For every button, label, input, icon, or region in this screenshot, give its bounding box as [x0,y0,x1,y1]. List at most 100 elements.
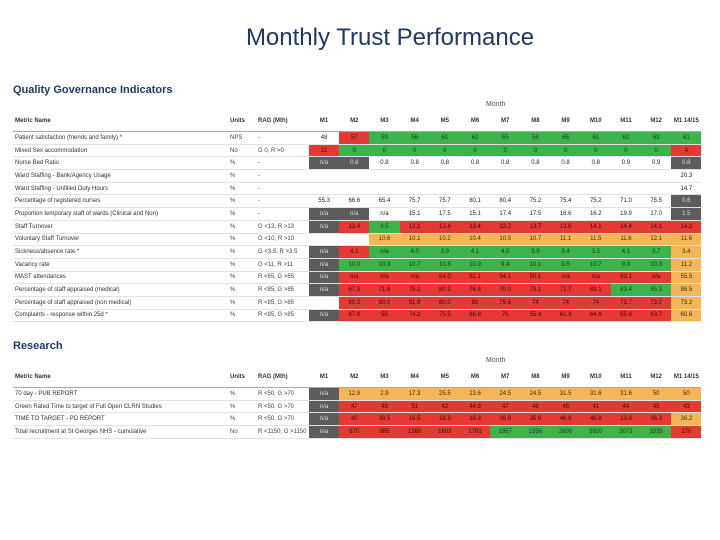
value-cell: 2.9 [369,387,400,401]
table-row: Patient satisfaction (friends and family… [13,131,702,145]
value-cell: 44.8 [459,400,491,414]
value-cell: 14.2 [671,220,702,234]
rag-threshold-cell: G <13, R >13 [256,220,309,234]
value-cell: 0.6 [671,194,702,209]
value-cell: 45 [641,400,672,414]
value-cell: 50.1 [520,271,551,285]
value-cell [459,169,491,183]
value-cell [339,233,370,247]
value-cell: 60.6 [671,309,702,323]
value-cell: 14.4 [610,220,642,234]
table-row: Mixed Sex accommodation No G 0, R >0 22 0 0 0 0… [13,144,702,158]
value-cell [580,169,611,183]
value-cell: 17.5 [520,207,551,221]
value-cell: 2356 [520,425,551,439]
unit-cell: % [228,156,256,171]
value-cell [309,182,340,196]
value-cell: 70.0 [490,283,521,297]
unit-cell: No [228,425,256,439]
table-row: Vacancy rate% G <11, R >11 n/a 10.0 10.3 10.7… [13,258,702,272]
value-cell: 80.1 [459,194,491,209]
unit-cell: % [228,194,256,209]
value-cell: n/a [369,207,400,221]
value-cell [429,169,460,183]
table-row: Total recruitment at St Georges NHS - cu… [13,425,702,439]
value-cell: 0.8 [459,156,491,171]
value-cell: 75.2 [580,194,611,209]
metric-name-cell: Proportion temporary staff of wards (Cli… [13,207,228,221]
rag-threshold-cell: - [256,131,309,145]
table-row: Sickness/absence rate *% G <3.5, R >3.5 n/… [13,245,702,259]
table-row: Voluntary Staff Turnover% G <10, R >10 10.… [13,233,702,247]
value-cell: 58 [520,131,551,145]
value-cell: 3.5 [369,220,400,234]
value-cell: 16.3 [459,412,491,427]
value-cell: 73.2 [641,296,672,310]
unit-cell: % [228,400,256,414]
value-cell [369,169,400,183]
value-cell [429,182,460,196]
rag-threshold-cell: R <50, G >70 [256,400,309,414]
value-cell: 17.0 [641,207,672,221]
value-cell: 75.7 [399,194,430,209]
table-row: 70 day - PUB REPORT% R <50, G >70 n/a 12.9 2… [13,387,702,401]
value-cell: 13.4 [429,220,460,234]
value-cell: 11.2 [671,258,702,272]
value-cell: 78.1 [399,283,430,297]
value-cell: 61.3 [550,309,581,323]
value-cell: 75.4 [550,194,581,209]
month-header: M9 [550,110,581,132]
value-cell: 47 [339,400,370,414]
table-row: Complaints - response within 25d *% R <85… [13,309,702,323]
value-cell: n/a [309,271,340,285]
value-cell [309,296,340,310]
value-cell: 74 [520,296,551,310]
unit-cell: % [228,258,256,272]
value-cell [339,169,370,183]
table-row: Ward Staffing - Bank/Agency Usage% - 20.3 [13,169,702,183]
value-cell: 4 [671,144,702,158]
value-cell: 9.4 [490,258,521,272]
value-cell: 13.4 [459,220,491,234]
table-row: Green Rated Time to target of Full Open … [13,400,702,414]
value-cell: 86.5 [671,283,702,297]
value-cell: 0.9 [641,156,672,171]
value-cell: 4.0 [490,245,521,259]
metric-name-cell: Sickness/absence rate * [13,245,228,259]
value-cell: 11.6 [671,233,702,247]
value-cell: 0.8 [369,156,400,171]
metric-name-cell: Percentage of registered nurses [13,194,228,209]
value-cell: 3.9 [520,245,551,259]
value-cell: 11.5 [580,233,611,247]
value-cell: 31.6 [610,387,642,401]
table-header-row: Metric Name Units RAG (Mth) M1 M2 M3 M4 M5 M6 M7 M… [13,110,702,132]
value-cell: 52.1 [459,271,491,285]
value-cell: 80.0 [429,296,460,310]
value-cell: 3073 [610,425,642,439]
unit-cell: % [228,245,256,259]
value-cell: 83.4 [610,283,642,297]
rag-threshold-cell: - [256,169,309,183]
value-cell: 50 [641,387,672,401]
value-cell: 73.2 [671,296,702,310]
value-cell: 65 [550,131,581,145]
value-cell: 76.8 [459,283,491,297]
value-cell [339,182,370,196]
value-cell: 16.5 [399,412,430,427]
value-cell: 20.3 [671,169,702,183]
month-header: M5 [429,110,460,132]
value-cell: 1.5 [671,207,702,221]
value-cell: 0.8 [550,156,581,171]
value-cell: 75.5 [429,309,460,323]
value-cell [490,169,521,183]
value-cell: 46 [520,400,551,414]
value-cell: 0 [520,144,551,158]
unit-cell: % [228,169,256,183]
month-header: M11 [610,110,642,132]
metric-name-cell: Ward Staffing - Bank/Agency Usage [13,169,228,183]
value-cell: 2606 [550,425,581,439]
value-cell: n/a [309,400,340,414]
value-cell [490,182,521,196]
value-cell: 13.2 [490,220,521,234]
value-cell: n/a [369,245,400,259]
